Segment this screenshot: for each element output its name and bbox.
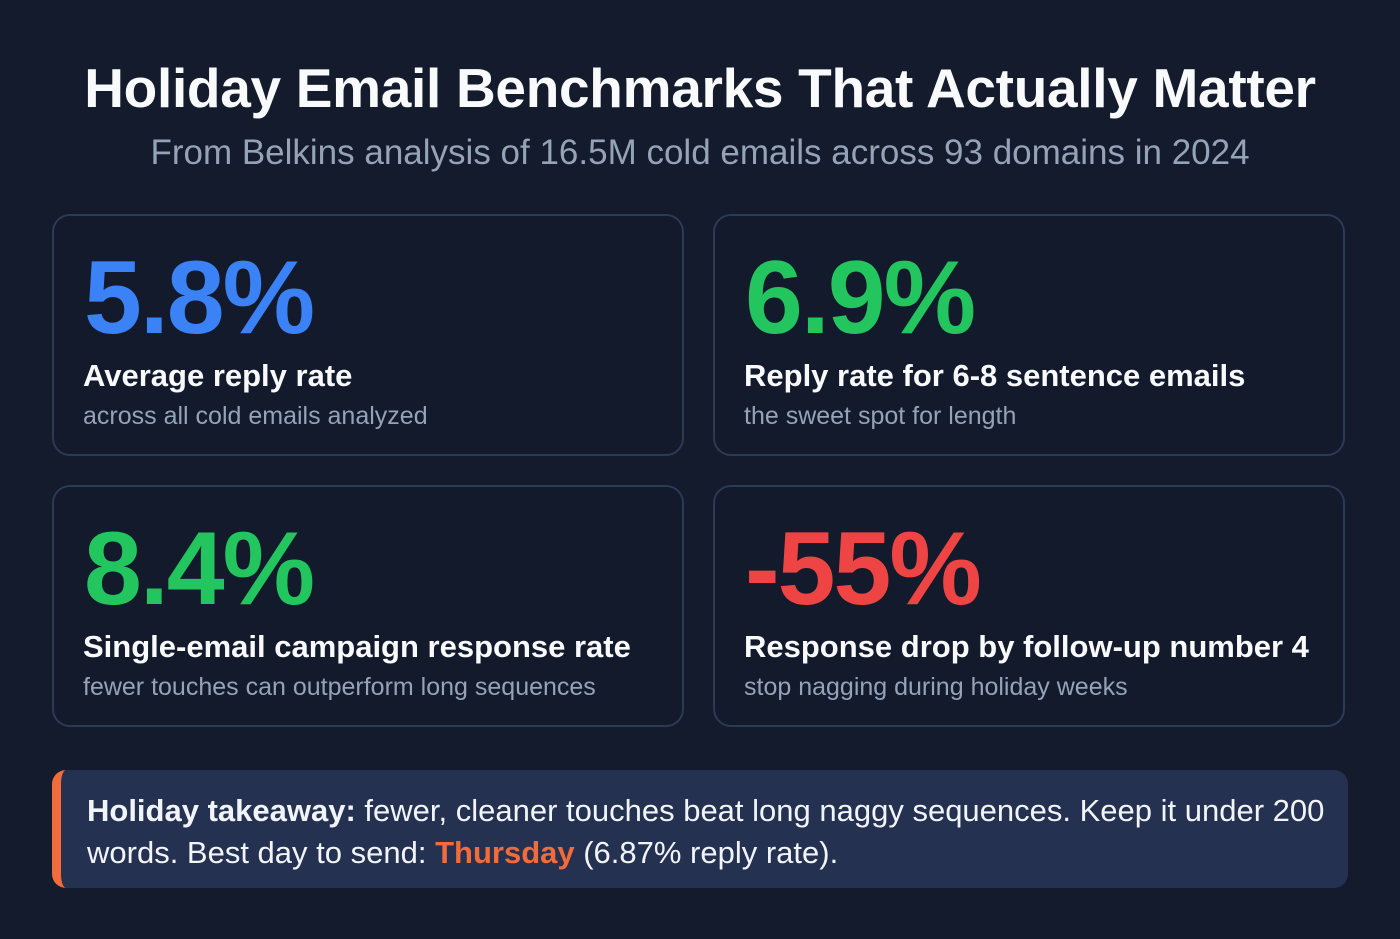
stat-value: 6.9% xyxy=(745,240,976,356)
stat-label: Average reply rate xyxy=(83,358,353,393)
stat-description: stop nagging during holiday weeks xyxy=(744,673,1128,701)
stat-card-single-email: 8.4% Single-email campaign response rate… xyxy=(52,485,684,727)
callout-text-end: (6.87% reply rate). xyxy=(574,835,839,870)
stat-label: Response drop by follow-up number 4 xyxy=(744,629,1309,664)
stat-label: Reply rate for 6-8 sentence emails xyxy=(744,358,1246,393)
stat-label: Single-email campaign response rate xyxy=(83,629,631,664)
callout-lead: Holiday takeaway: xyxy=(87,793,356,828)
stat-card-average-reply: 5.8% Average reply rate across all cold … xyxy=(52,214,684,456)
page-title: Holiday Email Benchmarks That Actually M… xyxy=(84,57,1316,119)
stat-value: 5.8% xyxy=(84,240,315,356)
stat-description: across all cold emails analyzed xyxy=(83,402,428,430)
stat-value: -55% xyxy=(745,511,982,627)
stat-card-sentence-length: 6.9% Reply rate for 6-8 sentence emails … xyxy=(713,214,1345,456)
stat-card-follow-up-drop: -55% Response drop by follow-up number 4… xyxy=(713,485,1345,727)
callout-text: fewer, cleaner touches beat long naggy s… xyxy=(87,793,1325,870)
takeaway-callout: Holiday takeaway: fewer, cleaner touches… xyxy=(52,770,1348,888)
stat-value: 8.4% xyxy=(84,511,315,627)
page-subtitle: From Belkins analysis of 16.5M cold emai… xyxy=(150,133,1250,172)
callout-highlight-day: Thursday xyxy=(435,835,575,870)
stat-description: the sweet spot for length xyxy=(744,402,1017,430)
stat-description: fewer touches can outperform long sequen… xyxy=(83,673,596,701)
